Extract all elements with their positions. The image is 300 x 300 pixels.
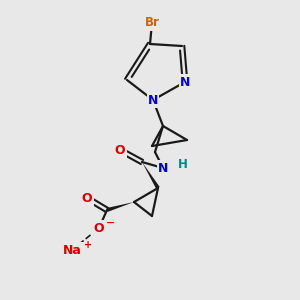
Text: N: N xyxy=(148,94,158,106)
Text: Na: Na xyxy=(63,244,81,256)
Text: N: N xyxy=(158,161,168,175)
Text: O: O xyxy=(115,143,125,157)
Text: O: O xyxy=(82,191,92,205)
Text: O: O xyxy=(94,221,104,235)
Text: N: N xyxy=(180,76,190,88)
Text: +: + xyxy=(84,240,92,250)
Text: H: H xyxy=(178,158,188,172)
Text: Br: Br xyxy=(145,16,159,29)
Text: −: − xyxy=(106,218,116,228)
Polygon shape xyxy=(106,202,134,212)
Polygon shape xyxy=(142,162,160,189)
